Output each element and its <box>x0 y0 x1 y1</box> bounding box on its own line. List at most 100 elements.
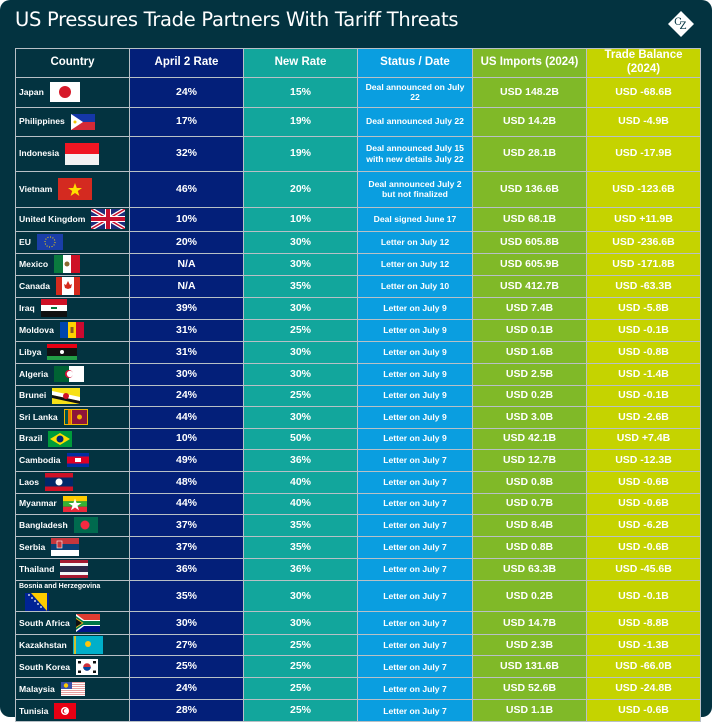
table-row: Algeria 30% 30% Letter on July 9 USD 2.5B USD… <box>15 362 701 386</box>
table-row: Bosnia and Herzegovina 35% 30% Letter on Ju… <box>15 579 701 613</box>
status-date-cell: Deal signed June 17 <box>357 206 473 232</box>
status-date-cell: Letter on July 7 <box>357 557 473 581</box>
april-rate-cell: 32% <box>129 135 244 172</box>
new-rate-cell: 40% <box>243 492 358 515</box>
vietnam-flag-icon <box>58 178 93 201</box>
table-row: Myanmar 44% 40% Letter on July 7 USD 0.7B USD… <box>15 492 701 515</box>
us-imports-cell: USD 1.6B <box>472 340 587 364</box>
us-imports-cell: USD 0.2B <box>472 579 587 613</box>
table-row: Cambodia 49% 36% Letter on July 7 USD 12.7B U… <box>15 448 701 472</box>
country-cell: Cambodia <box>15 448 130 472</box>
country-cell: Philippines <box>15 106 130 137</box>
status-date-cell: Letter on July 7 <box>357 492 473 515</box>
trade-balance-cell: USD +11.9B <box>586 206 701 232</box>
table-row: Kazakhstan 27% 25% Letter on July 7 USD 2.3B… <box>15 634 701 657</box>
trade-balance-cell: USD -171.8B <box>586 252 701 276</box>
us-imports-cell: USD 14.7B <box>472 611 587 636</box>
country-name: Brunei <box>19 390 47 401</box>
trade-balance-cell: USD -2.6B <box>586 405 701 429</box>
april-rate-cell: 28% <box>129 699 244 722</box>
status-date-cell: Letter on July 12 <box>357 252 473 276</box>
new-rate-cell: 25% <box>243 699 358 722</box>
country-cell: Serbia <box>15 535 130 559</box>
trade-balance-cell: USD -0.8B <box>586 340 701 364</box>
country-name: South Korea <box>19 661 71 672</box>
country-cell: Bangladesh <box>15 513 130 537</box>
table-row: Philippines 17% 19% Deal announced July 22 U… <box>15 106 701 137</box>
us-imports-cell: USD 52.6B <box>472 677 587 701</box>
bangladesh-flag-icon <box>73 517 98 534</box>
new-rate-cell: 25% <box>243 677 358 701</box>
table-row: Thailand 36% 36% Letter on July 7 USD 63.3B U… <box>15 557 701 581</box>
april-rate-cell: N/A <box>129 252 244 276</box>
april-rate-cell: 10% <box>129 427 244 450</box>
trade-balance-cell: USD -24.8B <box>586 677 701 701</box>
algeria-flag-icon <box>54 366 85 383</box>
trade-balance-cell: USD -0.1B <box>586 384 701 407</box>
status-date-cell: Letter on July 9 <box>357 318 473 342</box>
eu-flag-icon <box>36 234 63 251</box>
tunisia-flag-icon <box>54 702 77 719</box>
status-date-cell: Letter on July 9 <box>357 340 473 364</box>
new-rate-cell: 35% <box>243 513 358 537</box>
country-name: Brazil <box>19 433 43 444</box>
page-title: US Pressures Trade Partners With Tariff … <box>15 8 459 31</box>
april-rate-cell: 44% <box>129 492 244 515</box>
april-rate-cell: 44% <box>129 405 244 429</box>
new-rate-cell: 36% <box>243 448 358 472</box>
trade-balance-cell: USD +7.4B <box>586 427 701 450</box>
country-name: Philippines <box>19 116 65 127</box>
table-row: Tunisia 28% 25% Letter on July 7 USD 1.1B USD… <box>15 699 701 722</box>
trade-balance-cell: USD -6.2B <box>586 513 701 537</box>
us-imports-cell: USD 605.9B <box>472 252 587 276</box>
new-rate-cell: 30% <box>243 362 358 386</box>
thailand-flag-icon <box>60 560 89 579</box>
country-name: Myanmar <box>19 498 57 509</box>
april-rate-cell: 35% <box>129 579 244 613</box>
kazakhstan-flag-icon <box>72 636 103 655</box>
country-cell: United Kingdom <box>15 206 130 232</box>
status-date-cell: Deal announced July 22 <box>357 106 473 137</box>
table-row: EU 20% 30% Letter on July 12 USD 605.8B USD -… <box>15 230 701 254</box>
april-rate-cell: 24% <box>129 384 244 407</box>
us-imports-cell: USD 131.6B <box>472 655 587 679</box>
table-row: Canada N/A 35% Letter on July 10 USD 412.7B U… <box>15 274 701 298</box>
status-date-cell: Letter on July 7 <box>357 611 473 636</box>
country-cell: South Africa <box>15 611 130 636</box>
country-name: Iraq <box>19 302 35 313</box>
indonesia-flag-icon <box>65 142 100 165</box>
us-imports-cell: USD 2.3B <box>472 634 587 657</box>
table-row: Japan 24% 15% Deal announced on July 22 USD … <box>15 76 701 108</box>
country-cell: Myanmar <box>15 492 130 515</box>
sri-lanka-flag-icon <box>63 409 88 426</box>
us-imports-cell: USD 68.1B <box>472 206 587 232</box>
us-imports-cell: USD 0.2B <box>472 384 587 407</box>
new-rate-cell: 10% <box>243 206 358 232</box>
country-name: Algeria <box>19 368 49 379</box>
brunei-flag-icon <box>52 387 81 404</box>
country-cell: Sri Lanka <box>15 405 130 429</box>
status-date-cell: Deal announced July 2 but not finalized <box>357 170 473 208</box>
country-cell: Laos <box>15 470 130 494</box>
country-name: Bangladesh <box>19 519 68 530</box>
new-rate-cell: 30% <box>243 340 358 364</box>
table-row: South Korea 25% 25% Letter on July 7 USD 131… <box>15 655 701 679</box>
april-rate-cell: 24% <box>129 677 244 701</box>
country-cell: Algeria <box>15 362 130 386</box>
us-imports-cell: USD 28.1B <box>472 135 587 172</box>
country-name: Serbia <box>19 541 46 552</box>
mexico-flag-icon <box>54 255 81 274</box>
status-date-cell: Letter on July 9 <box>357 296 473 320</box>
april-rate-cell: N/A <box>129 274 244 298</box>
trade-balance-cell: USD -8.8B <box>586 611 701 636</box>
new-rate-cell: 25% <box>243 384 358 407</box>
trade-balance-cell: USD -5.8B <box>586 296 701 320</box>
april-rate-cell: 27% <box>129 634 244 657</box>
header-row: Country April 2 Rate New Rate Status / D… <box>15 48 701 78</box>
country-name: Moldova <box>19 324 54 335</box>
country-cell: Bosnia and Herzegovina <box>15 579 130 613</box>
libya-flag-icon <box>47 344 78 361</box>
status-date-cell: Letter on July 7 <box>357 579 473 613</box>
myanmar-flag-icon <box>62 495 87 512</box>
